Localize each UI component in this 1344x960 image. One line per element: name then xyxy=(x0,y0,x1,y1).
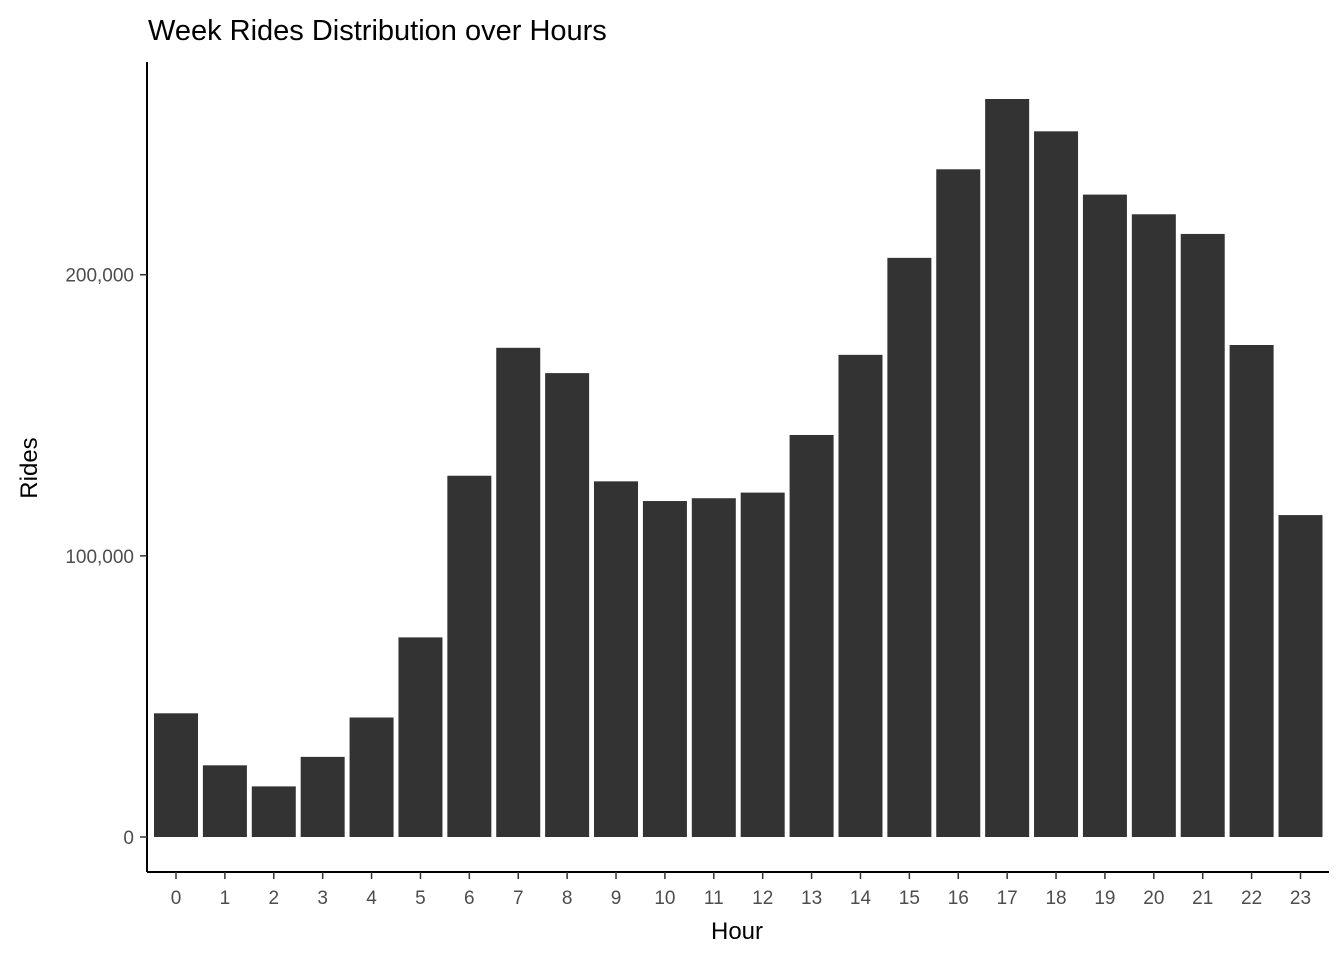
bars-group xyxy=(154,99,1323,838)
x-tick-label: 9 xyxy=(611,888,622,909)
bar-hour-18 xyxy=(1034,131,1079,837)
bar-hour-1 xyxy=(202,765,247,837)
bar-hour-8 xyxy=(545,373,590,837)
x-tick-label: 11 xyxy=(704,888,724,909)
x-tick-label: 0 xyxy=(171,888,182,909)
bar-hour-6 xyxy=(447,475,492,837)
x-tick-label: 6 xyxy=(464,888,475,909)
bar-hour-9 xyxy=(594,481,639,837)
bar-hour-2 xyxy=(251,786,296,837)
x-tick-label: 7 xyxy=(513,888,524,909)
bar-hour-16 xyxy=(936,169,981,838)
x-tick-label: 16 xyxy=(948,888,969,909)
y-tick-label: 100,000 xyxy=(65,547,134,568)
bar-hour-0 xyxy=(154,713,198,837)
bar-hour-11 xyxy=(691,498,736,837)
x-tick-label: 2 xyxy=(268,888,279,909)
y-axis-title: Rides xyxy=(16,437,43,498)
x-tick-label: 14 xyxy=(850,888,872,909)
x-axis: 0 1 2 3 4 5 6 7 8 9 10 11 12 13 14 15 16 17 18 19 20 21 22 23 xyxy=(147,871,1329,909)
x-tick-label: 13 xyxy=(801,888,822,909)
bar-hour-14 xyxy=(838,354,883,837)
x-axis-title: Hour xyxy=(711,918,763,945)
x-tick-label: 4 xyxy=(366,888,377,909)
bar-hour-4 xyxy=(349,717,394,837)
x-tick-label: 19 xyxy=(1094,888,1115,909)
y-tick-label: 200,000 xyxy=(65,266,134,287)
x-tick-label: 20 xyxy=(1143,888,1164,909)
bar-hour-20 xyxy=(1131,214,1176,837)
x-tick-label: 21 xyxy=(1192,888,1213,909)
bar-hour-3 xyxy=(300,756,345,837)
bar-hour-5 xyxy=(398,637,443,837)
x-tick-label: 1 xyxy=(220,888,231,909)
x-tick-label: 12 xyxy=(752,888,773,909)
x-tick-label: 5 xyxy=(415,888,426,909)
x-tick-label: 15 xyxy=(899,888,920,909)
y-tick-label: 0 xyxy=(123,828,134,849)
bar-hour-17 xyxy=(985,99,1030,837)
bar-hour-7 xyxy=(496,347,541,837)
bar-hour-12 xyxy=(740,492,785,837)
x-tick-label: 18 xyxy=(1045,888,1066,909)
bar-hour-13 xyxy=(789,434,834,837)
bar-hour-19 xyxy=(1082,194,1127,838)
y-axis: 0 100,000 200,000 xyxy=(65,62,148,872)
x-tick-label: 17 xyxy=(997,888,1018,909)
x-tick-label: 8 xyxy=(562,888,573,909)
x-tick-label: 23 xyxy=(1290,888,1311,909)
bar-hour-15 xyxy=(887,257,932,838)
bar-hour-21 xyxy=(1180,233,1225,837)
bar-hour-23 xyxy=(1278,515,1323,837)
x-tick-label: 22 xyxy=(1241,888,1262,909)
x-tick-label: 10 xyxy=(654,888,675,909)
bar-hour-10 xyxy=(642,501,687,837)
chart-title: Week Rides Distribution over Hours xyxy=(148,15,607,47)
x-tick-label: 3 xyxy=(317,888,328,909)
bar-hour-22 xyxy=(1229,345,1274,837)
